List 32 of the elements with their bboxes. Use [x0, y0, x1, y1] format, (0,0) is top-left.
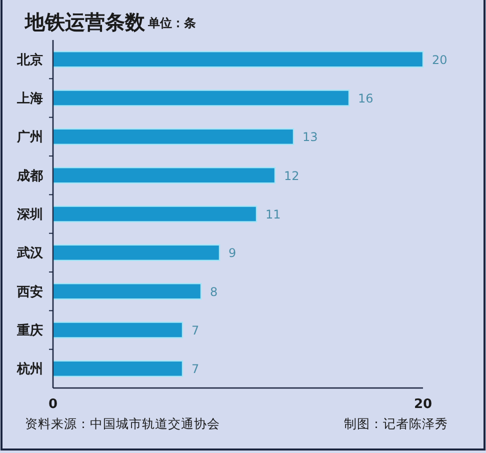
- y-tick-label: 成都: [16, 168, 43, 184]
- data-label: 12: [284, 168, 300, 183]
- data-label: 20: [432, 52, 448, 67]
- data-label: 16: [358, 92, 374, 106]
- bar: [52, 206, 258, 222]
- data-label: 7: [192, 324, 200, 338]
- bar: [52, 322, 184, 338]
- data-label: 13: [302, 130, 318, 144]
- y-tick-label: 上海: [16, 92, 43, 106]
- bar: [52, 128, 294, 145]
- y-tick-label: 西安: [16, 284, 43, 300]
- data-label: 8: [210, 284, 218, 299]
- bar: [52, 51, 424, 68]
- y-tick-label: 北京: [16, 52, 43, 68]
- data-label: 11: [266, 208, 281, 222]
- bar: [52, 90, 350, 106]
- text: 资料来源：中国城市轨道交通协会: [25, 416, 220, 431]
- data-label: 7: [192, 362, 200, 376]
- bar: [52, 244, 220, 261]
- bar: [52, 167, 276, 184]
- chart-title: 地铁运营条数: [24, 10, 146, 34]
- bar: [52, 283, 202, 300]
- y-tick-label: 武汉: [16, 246, 44, 262]
- y-tick-label: 重庆: [16, 322, 43, 338]
- x-tick-label: 0: [48, 397, 58, 412]
- y-tick-label: 广州: [16, 129, 43, 146]
- data-label: 9: [228, 246, 236, 260]
- chart-subtitle: 单位：条: [147, 16, 196, 30]
- y-tick-label: 杭州: [16, 361, 43, 378]
- text: 制图：记者陈泽秀: [344, 416, 448, 431]
- y-tick-label: 深圳: [16, 208, 43, 222]
- bar: [52, 360, 184, 377]
